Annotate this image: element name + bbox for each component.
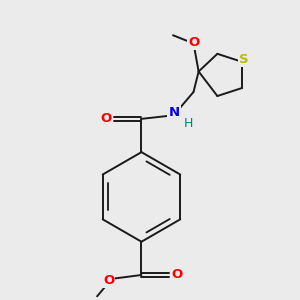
Text: H: H xyxy=(184,117,193,130)
Text: O: O xyxy=(188,36,199,49)
Text: O: O xyxy=(103,274,114,287)
Text: S: S xyxy=(239,53,249,66)
Text: O: O xyxy=(100,112,112,125)
Text: N: N xyxy=(168,106,179,119)
Text: O: O xyxy=(171,268,182,281)
